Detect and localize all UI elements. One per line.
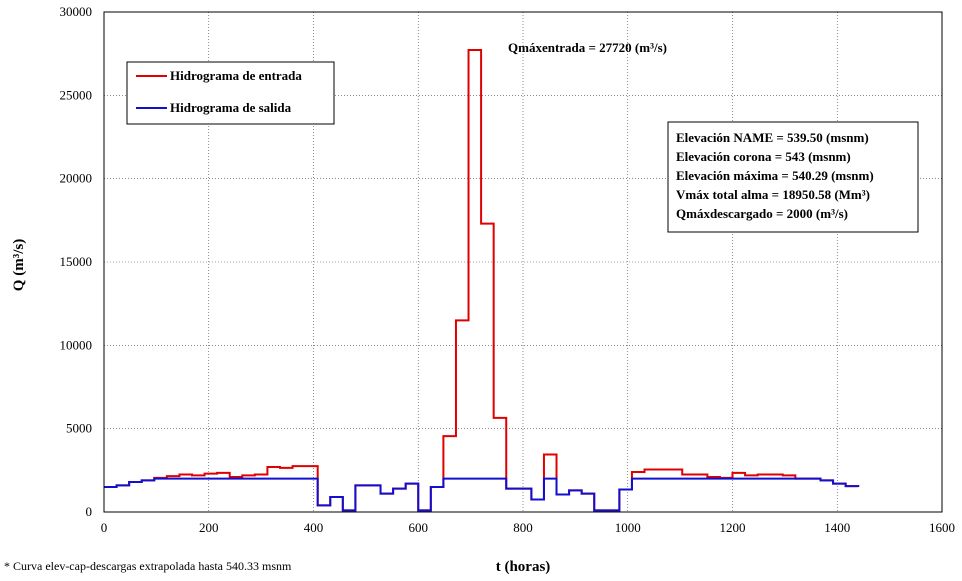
info-box: Elevación NAME = 539.50 (msnm) Elevación… [667,121,919,233]
peak-annotation: Qmáxentrada = 27720 (m³/s) [508,40,667,55]
x-tick-label: 1400 [824,520,850,535]
info-line-maxima: Elevación máxima = 540.29 (msnm) [676,168,874,183]
y-tick-label: 15000 [60,254,93,269]
info-line-vmax: Vmáx total alma = 18950.58 (Mm³) [676,187,870,202]
x-tick-label: 1000 [615,520,641,535]
x-tick-label: 400 [304,520,324,535]
x-tick-label: 200 [199,520,219,535]
x-tick-label: 800 [513,520,533,535]
footnote: * Curva elev-cap-descargas extrapolada h… [4,559,292,573]
x-tick-label: 1200 [720,520,746,535]
x-tick-labels: 0 200 400 600 800 1000 1200 1400 1600 [101,520,955,535]
x-tick-label: 600 [409,520,429,535]
info-line-corona: Elevación corona = 543 (msnm) [676,149,851,164]
info-line-name: Elevación NAME = 539.50 (msnm) [676,130,869,145]
info-line-qmaxdesc: Qmáxdescargado = 2000 (m³/s) [676,206,848,221]
plot-frame [103,11,943,513]
legend-box [126,61,335,125]
x-tick-label: 1600 [929,520,955,535]
x-tick-label: 0 [101,520,108,535]
series-layer [104,49,860,512]
series-line-salida [104,477,860,512]
y-tick-label: 10000 [60,337,93,352]
series-line-entrada [104,49,860,512]
y-tick-label: 20000 [60,171,93,186]
y-tick-label: 5000 [66,421,92,436]
legend: Hidrograma de entrada Hidrograma de sali… [126,61,335,125]
y-tick-labels: 0 5000 10000 15000 20000 25000 30000 [60,4,93,519]
legend-label-entrada: Hidrograma de entrada [170,68,302,83]
y-tick-label: 30000 [60,4,93,19]
x-axis-label: t (horas) [496,559,551,575]
y-tick-label: 0 [86,504,93,519]
y-tick-label: 25000 [60,87,93,102]
y-axis-label: Q (m³/s) [11,239,27,291]
legend-label-salida: Hidrograma de salida [170,100,292,115]
info-box-frame [667,121,919,233]
